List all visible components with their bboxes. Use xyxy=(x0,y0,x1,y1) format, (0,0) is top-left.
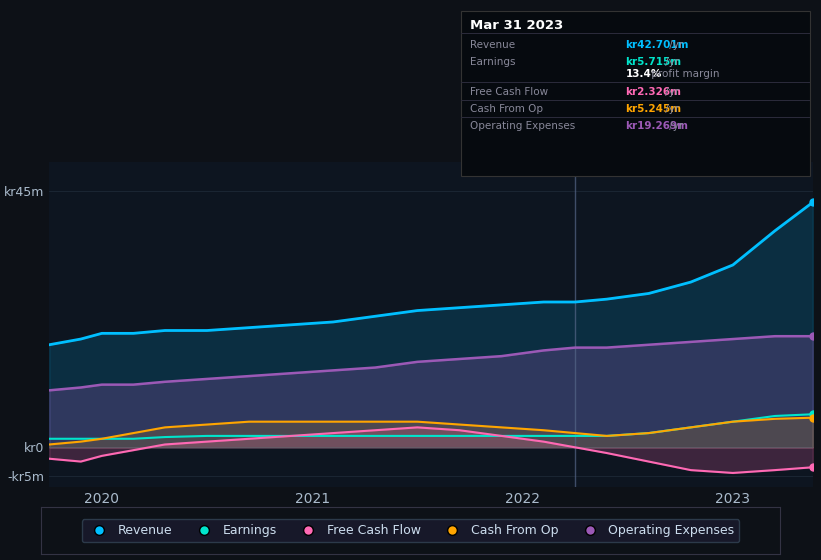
Text: kr2.326m: kr2.326m xyxy=(626,87,681,97)
Text: Free Cash Flow: Free Cash Flow xyxy=(470,87,548,97)
Text: 13.4%: 13.4% xyxy=(626,69,662,79)
Text: /yr: /yr xyxy=(667,40,684,50)
Text: kr19.269m: kr19.269m xyxy=(626,121,689,131)
Text: Operating Expenses: Operating Expenses xyxy=(470,121,575,131)
Legend: Revenue, Earnings, Free Cash Flow, Cash From Op, Operating Expenses: Revenue, Earnings, Free Cash Flow, Cash … xyxy=(81,519,740,542)
Text: profit margin: profit margin xyxy=(649,69,720,79)
Text: Cash From Op: Cash From Op xyxy=(470,104,543,114)
Text: Earnings: Earnings xyxy=(470,57,515,67)
Text: /yr: /yr xyxy=(662,57,679,67)
Text: kr5.245m: kr5.245m xyxy=(626,104,681,114)
Text: kr5.715m: kr5.715m xyxy=(626,57,681,67)
Text: /yr: /yr xyxy=(662,87,679,97)
Text: Revenue: Revenue xyxy=(470,40,515,50)
Text: Mar 31 2023: Mar 31 2023 xyxy=(470,18,563,32)
Text: /yr: /yr xyxy=(667,121,684,131)
Text: /yr: /yr xyxy=(662,104,679,114)
Text: kr42.701m: kr42.701m xyxy=(626,40,689,50)
